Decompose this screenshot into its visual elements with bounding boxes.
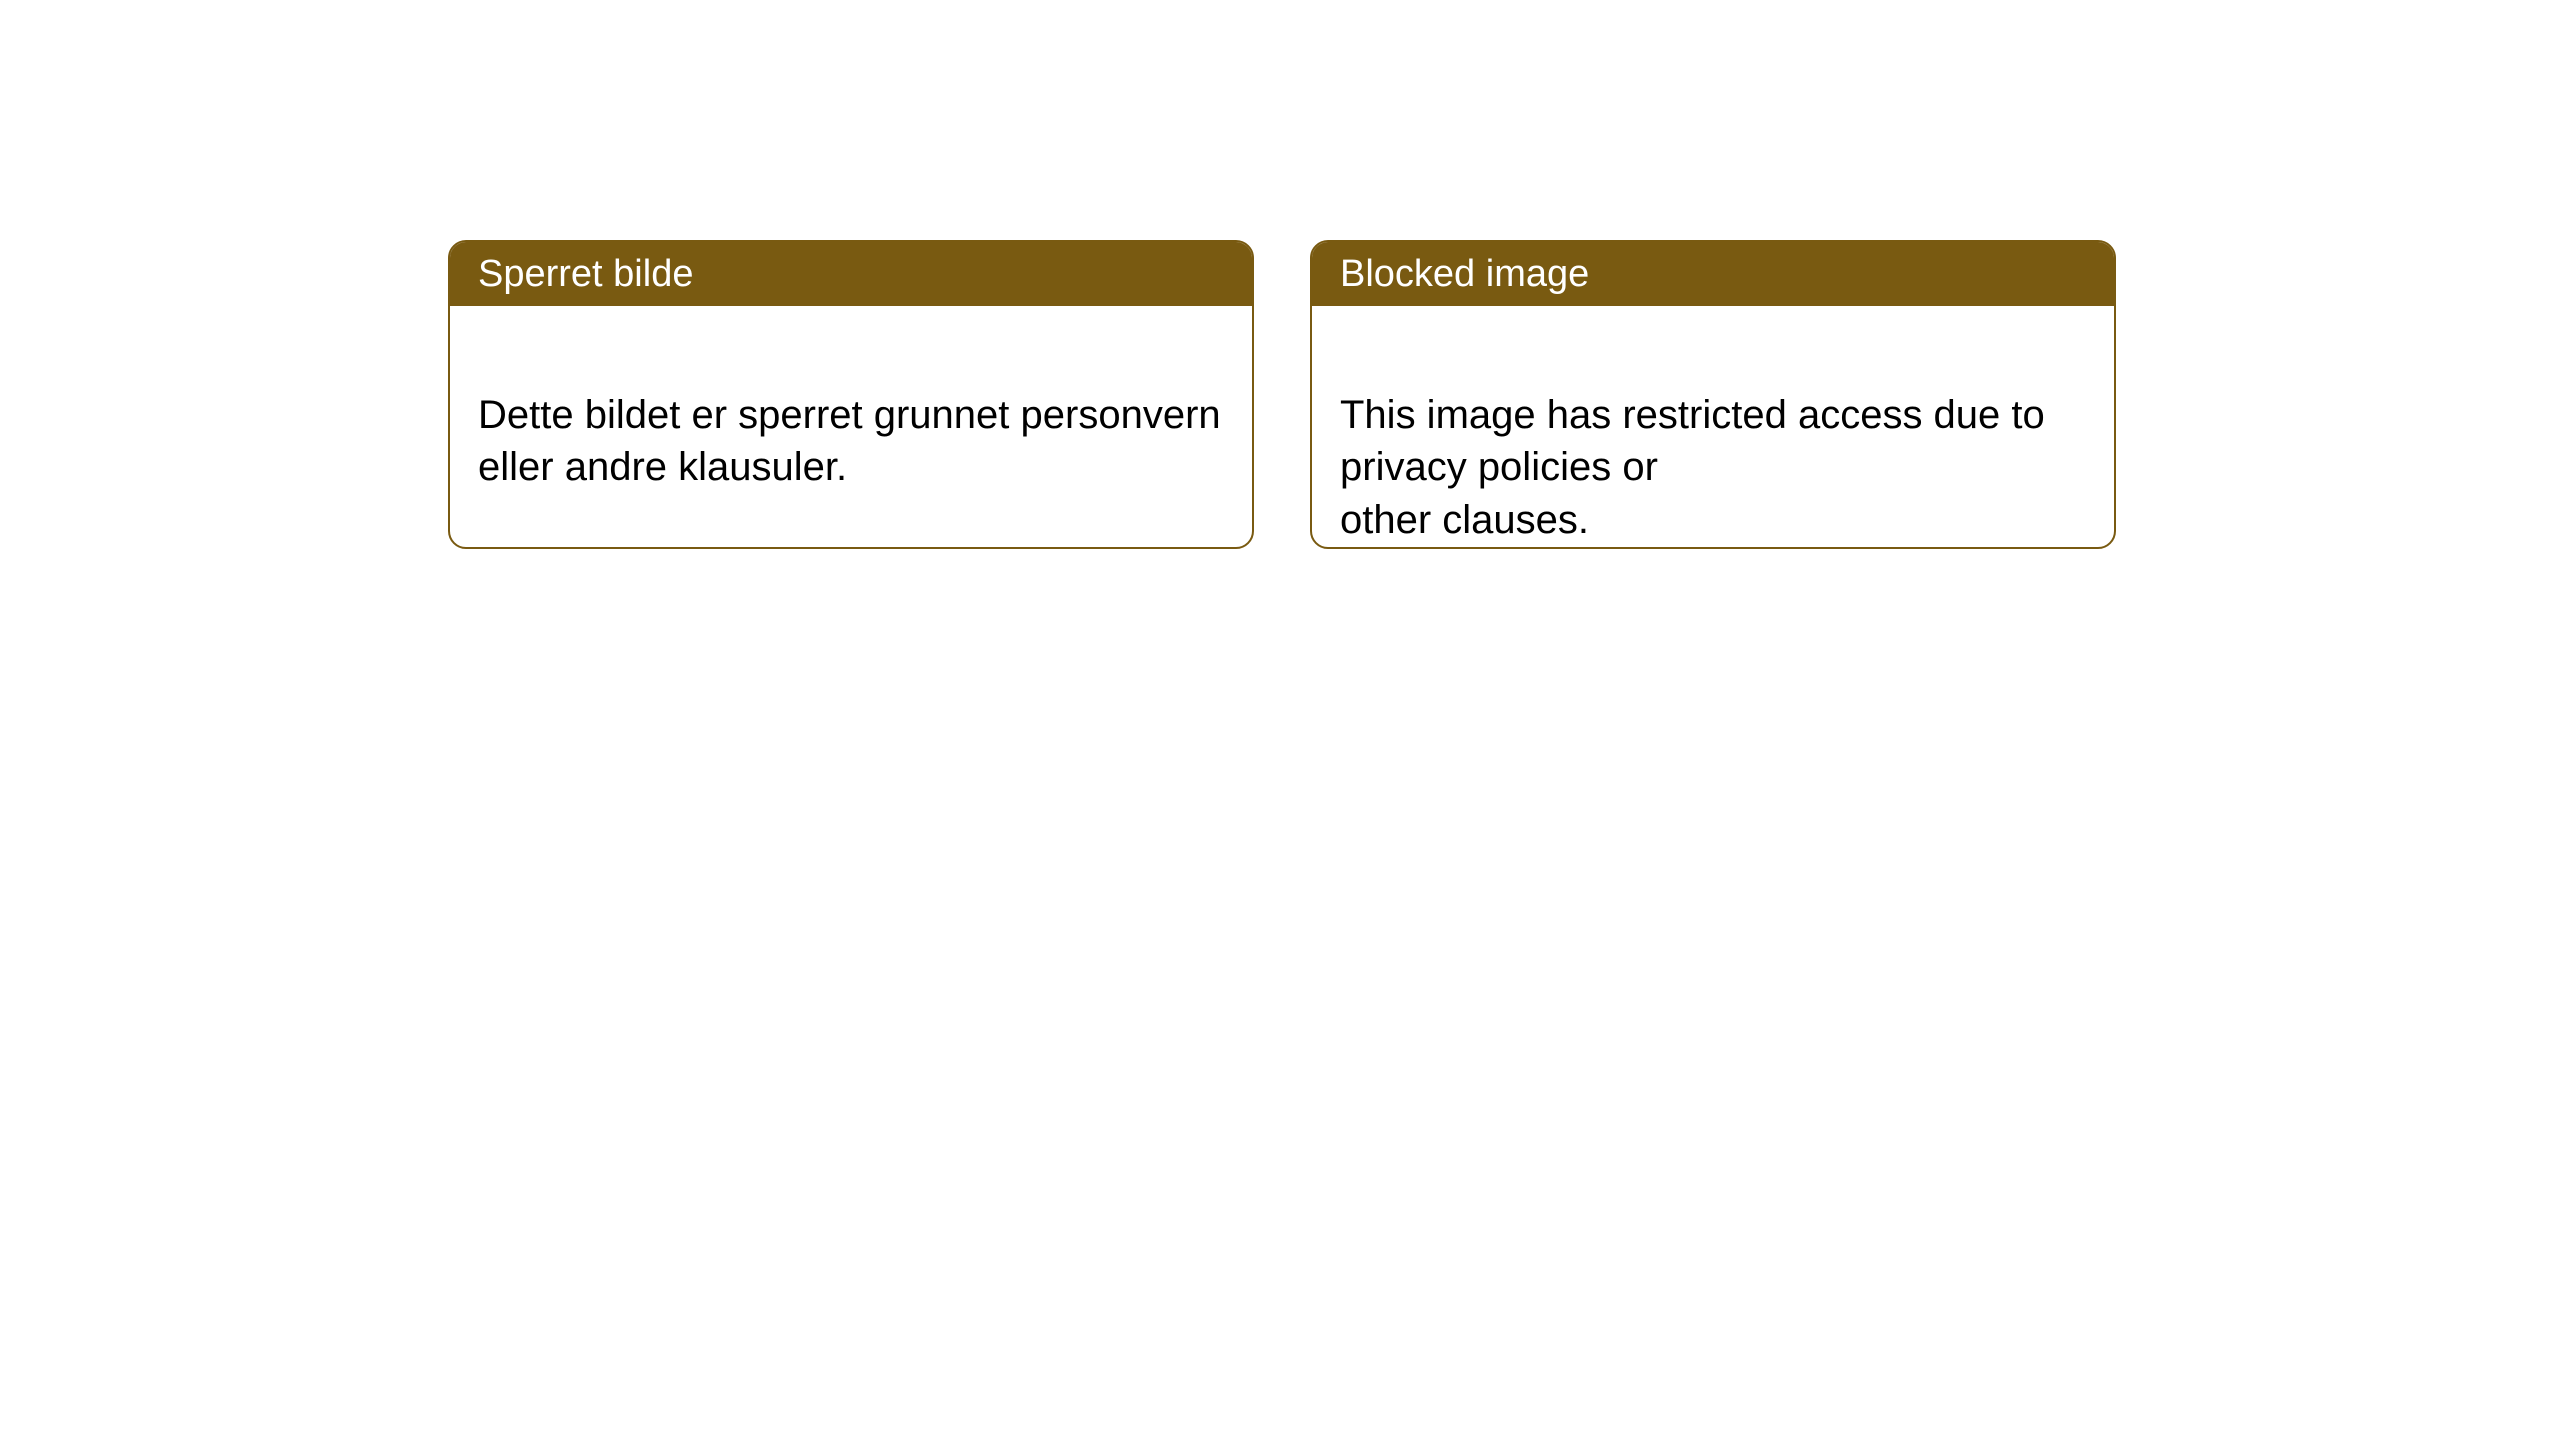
notice-body-en: This image has restricted access due to … (1312, 306, 2114, 547)
notice-header-no: Sperret bilde (450, 242, 1252, 306)
notice-title-no: Sperret bilde (478, 253, 693, 295)
notice-body-text-en: This image has restricted access due to … (1340, 393, 2045, 543)
notice-body-text-no: Dette bildet er sperret grunnet personve… (478, 393, 1221, 490)
notice-header-en: Blocked image (1312, 242, 2114, 306)
notice-title-en: Blocked image (1340, 253, 1589, 295)
notice-card-en: Blocked image This image has restricted … (1310, 240, 2116, 549)
notice-container: Sperret bilde Dette bildet er sperret gr… (448, 240, 2116, 549)
notice-card-no: Sperret bilde Dette bildet er sperret gr… (448, 240, 1254, 549)
notice-body-no: Dette bildet er sperret grunnet personve… (450, 306, 1252, 528)
